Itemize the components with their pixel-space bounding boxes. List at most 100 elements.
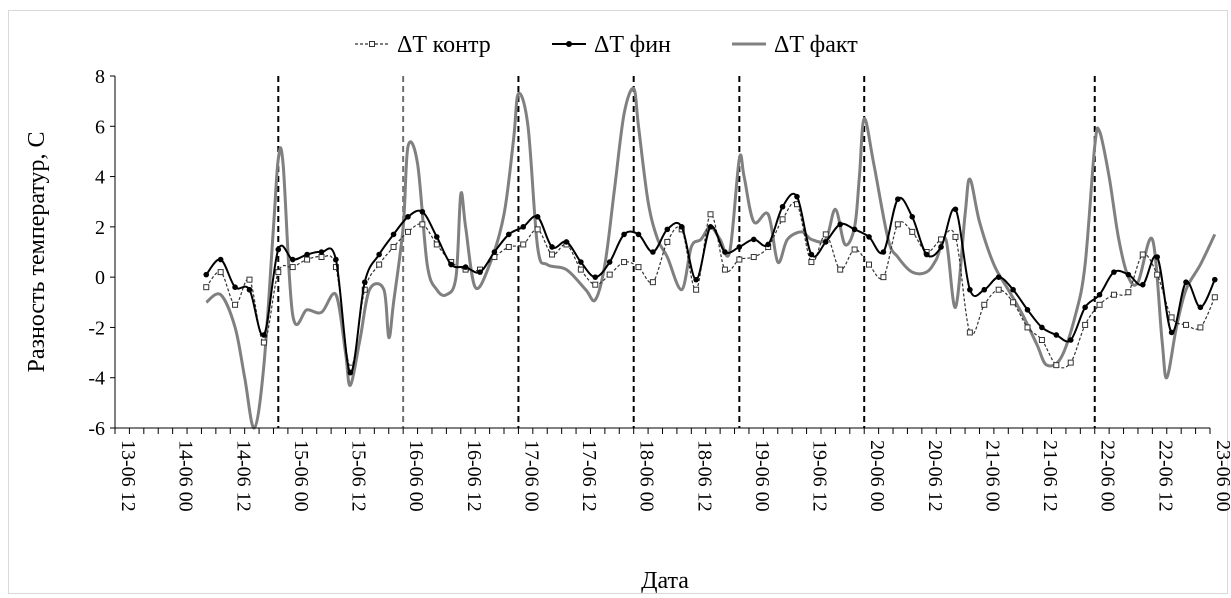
data-point [822, 239, 829, 245]
data-point [491, 249, 498, 255]
data-point [1197, 304, 1204, 311]
data-point [217, 269, 224, 276]
data-point [520, 224, 527, 230]
series-fakt [205, 86, 1217, 430]
y-tick-label: -4 [88, 368, 105, 390]
data-point [1039, 324, 1045, 331]
data-point [808, 251, 815, 258]
data-point [577, 266, 584, 273]
series-line [205, 86, 1217, 430]
data-point [837, 266, 844, 273]
data-point [707, 224, 714, 230]
legend: ΔT контр ΔT фин ΔT факт [355, 32, 858, 58]
data-point [1110, 291, 1117, 298]
data-point [520, 241, 527, 248]
data-point [952, 233, 959, 240]
data-point [563, 239, 570, 245]
data-point [578, 259, 584, 265]
x-tick-label: 13-06 12 [117, 440, 139, 512]
data-point [419, 208, 426, 215]
x-tick-label: 14-06 00 [175, 440, 197, 512]
data-point [376, 251, 382, 258]
data-point [952, 206, 959, 213]
y-tick-label: 4 [95, 167, 105, 189]
data-point [1168, 329, 1175, 336]
data-point [938, 244, 944, 250]
data-point [275, 246, 282, 253]
data-point [995, 274, 1002, 280]
x-tick-label: 17-06 12 [578, 440, 600, 512]
x-tick-label: 14-06 12 [232, 440, 254, 512]
y-tick-label: -2 [88, 317, 105, 339]
data-point [261, 332, 267, 338]
x-tick-label: 22-06 12 [1154, 440, 1176, 512]
data-point [376, 261, 383, 268]
data-point [779, 216, 786, 223]
data-point [851, 226, 858, 233]
data-point [275, 269, 282, 276]
data-point [232, 284, 238, 291]
data-point [318, 254, 325, 261]
data-point [1053, 332, 1060, 338]
x-tick-label: 23-06 00 [1212, 440, 1231, 512]
data-point [1053, 362, 1060, 369]
data-point [534, 226, 541, 233]
data-point [765, 241, 771, 248]
data-point [448, 261, 454, 268]
data-point [966, 329, 973, 336]
data-point [304, 256, 311, 263]
x-tick-label: 20-06 00 [866, 440, 888, 512]
data-point [621, 259, 628, 266]
legend-label: ΔT фин [594, 32, 671, 58]
data-point [361, 286, 368, 293]
y-tick-label: 0 [95, 267, 105, 289]
data-point [880, 249, 887, 255]
x-tick-label: 19-06 00 [751, 440, 773, 512]
y-tick-label: 8 [95, 66, 105, 88]
data-point [404, 228, 411, 235]
data-point [693, 286, 700, 293]
chart-frame [8, 10, 1228, 594]
x-tick-label: 18-06 12 [693, 440, 715, 512]
data-point [462, 264, 469, 270]
legend-marker [369, 41, 375, 47]
data-point [549, 251, 556, 258]
data-point [851, 246, 858, 253]
data-point [361, 279, 368, 285]
x-tick-label: 20-06 12 [924, 440, 946, 512]
data-point [880, 274, 887, 281]
data-point [909, 214, 916, 220]
data-point [909, 228, 916, 235]
data-point [1211, 294, 1218, 301]
x-axis-title: Дата [641, 568, 689, 594]
data-point [707, 211, 714, 218]
data-point [621, 231, 627, 238]
y-tick-label: 2 [95, 217, 105, 239]
data-point [505, 243, 512, 250]
data-point [664, 238, 671, 245]
x-tick-label: 17-06 00 [520, 440, 542, 512]
x-tick-label: 18-06 00 [636, 440, 658, 512]
data-point [894, 221, 901, 228]
data-point [635, 264, 642, 271]
data-point [1212, 276, 1218, 283]
data-point [981, 286, 988, 293]
data-point [1067, 337, 1074, 343]
data-point [1096, 291, 1103, 298]
data-point [289, 256, 296, 263]
y-tick-label: -6 [88, 418, 105, 440]
x-tick-label: 15-06 00 [290, 440, 312, 512]
data-point [592, 274, 599, 280]
data-point [506, 231, 512, 238]
legend-item: ΔT факт [732, 32, 858, 58]
data-point [203, 284, 210, 291]
data-point [1024, 324, 1031, 331]
data-point [649, 279, 656, 286]
y-axis-title: Разность температур, С [24, 131, 50, 372]
data-point [246, 276, 253, 283]
x-tick-label: 22-06 00 [1097, 440, 1119, 512]
data-point [1096, 301, 1103, 308]
data-point [1197, 324, 1204, 331]
data-point [1154, 254, 1160, 260]
